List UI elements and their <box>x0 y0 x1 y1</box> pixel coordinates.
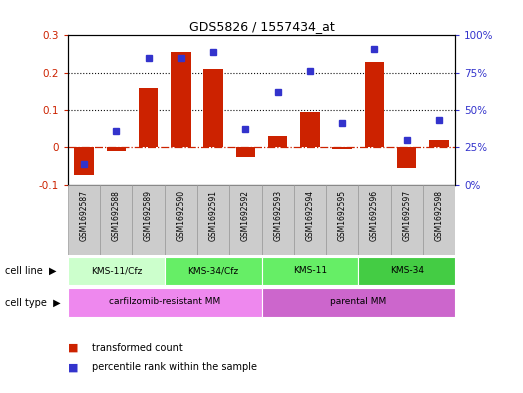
Bar <box>300 112 320 147</box>
Text: GSM1692590: GSM1692590 <box>176 190 185 241</box>
Bar <box>132 185 165 255</box>
Bar <box>365 61 384 147</box>
Text: cell line  ▶: cell line ▶ <box>5 266 56 276</box>
Bar <box>100 185 132 255</box>
Bar <box>268 136 287 147</box>
Bar <box>165 257 262 285</box>
Bar <box>333 147 352 149</box>
Title: GDS5826 / 1557434_at: GDS5826 / 1557434_at <box>189 20 334 33</box>
Bar <box>262 185 294 255</box>
Text: GSM1692597: GSM1692597 <box>402 190 411 241</box>
Bar <box>229 185 262 255</box>
Text: KMS-34/Cfz: KMS-34/Cfz <box>188 266 238 275</box>
Text: ■: ■ <box>68 343 82 353</box>
Bar <box>236 147 255 157</box>
Bar <box>262 288 455 317</box>
Text: GSM1692593: GSM1692593 <box>273 190 282 241</box>
Text: parental MM: parental MM <box>330 298 386 307</box>
Text: cell type  ▶: cell type ▶ <box>5 298 61 308</box>
Text: GSM1692589: GSM1692589 <box>144 190 153 241</box>
Bar <box>68 257 165 285</box>
Text: GSM1692594: GSM1692594 <box>305 190 314 241</box>
Bar <box>197 185 229 255</box>
Text: GSM1692591: GSM1692591 <box>209 190 218 241</box>
Text: carfilzomib-resistant MM: carfilzomib-resistant MM <box>109 298 220 307</box>
Text: GSM1692596: GSM1692596 <box>370 190 379 241</box>
Bar <box>203 69 223 147</box>
Bar <box>165 185 197 255</box>
Text: KMS-34: KMS-34 <box>390 266 424 275</box>
Bar <box>139 88 158 147</box>
Bar <box>294 185 326 255</box>
Bar <box>68 185 100 255</box>
Text: ■: ■ <box>68 362 82 373</box>
Text: GSM1692588: GSM1692588 <box>112 190 121 241</box>
Bar <box>74 147 94 175</box>
Text: GSM1692595: GSM1692595 <box>338 190 347 241</box>
Bar <box>68 288 262 317</box>
Text: transformed count: transformed count <box>92 343 183 353</box>
Text: GSM1692587: GSM1692587 <box>79 190 88 241</box>
Bar <box>397 147 416 168</box>
Bar <box>358 257 455 285</box>
Text: KMS-11/Cfz: KMS-11/Cfz <box>90 266 142 275</box>
Bar <box>358 185 391 255</box>
Text: percentile rank within the sample: percentile rank within the sample <box>92 362 256 373</box>
Bar <box>171 52 190 147</box>
Text: GSM1692592: GSM1692592 <box>241 190 250 241</box>
Text: GSM1692598: GSM1692598 <box>435 190 444 241</box>
Bar <box>423 185 455 255</box>
Bar <box>391 185 423 255</box>
Bar <box>429 140 449 147</box>
Text: KMS-11: KMS-11 <box>293 266 327 275</box>
Bar <box>326 185 358 255</box>
Bar <box>107 147 126 151</box>
Bar <box>262 257 358 285</box>
